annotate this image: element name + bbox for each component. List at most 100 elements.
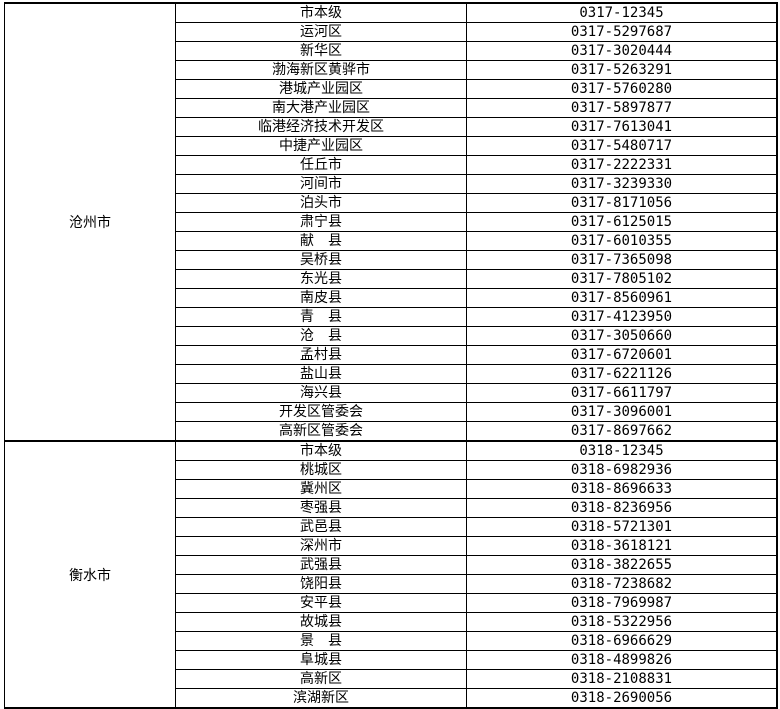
phone-cell[interactable]: 0317-3050660: [570, 328, 673, 344]
district-cell[interactable]: 武强县: [176, 556, 467, 574]
table-row: 滨湖新区 0318-2690056: [176, 689, 776, 707]
city-cell[interactable]: 沧州市: [5, 4, 176, 440]
phone-cell[interactable]: 0318-12345: [579, 443, 664, 459]
table-row: 渤海新区黄骅市 0317-5263291: [176, 61, 776, 80]
table-row: 开发区管委会 0317-3096001: [176, 403, 776, 422]
table-row: 枣强县 0318-8236956: [176, 499, 776, 518]
district-cell[interactable]: 市本级: [176, 442, 467, 460]
district-cell[interactable]: 肃宁县: [176, 213, 467, 231]
phone-cell[interactable]: 0318-2108831: [570, 671, 673, 687]
district-cell[interactable]: 河间市: [176, 175, 467, 193]
district-cell[interactable]: 临港经济技术开发区: [176, 118, 467, 136]
district-cell[interactable]: 吴桥县: [176, 251, 467, 269]
district-cell[interactable]: 沧 县: [176, 327, 467, 345]
phone-cell[interactable]: 0318-3618121: [570, 538, 673, 554]
phone-cell[interactable]: 0317-7805102: [570, 271, 673, 287]
district-cell[interactable]: 盐山县: [176, 365, 467, 383]
district-cell[interactable]: 市本级: [176, 4, 467, 22]
phone-cell[interactable]: 0317-2222331: [570, 157, 673, 173]
table-row: 故城县 0318-5322956: [176, 613, 776, 632]
table-row: 港城产业园区 0317-5760280: [176, 80, 776, 99]
phone-cell[interactable]: 0318-7238682: [570, 576, 673, 592]
district-cell[interactable]: 深州市: [176, 537, 467, 555]
phone-cell[interactable]: 0317-6221126: [570, 366, 673, 382]
district-cell[interactable]: 高新区管委会: [176, 422, 467, 440]
district-cell[interactable]: 泊头市: [176, 194, 467, 212]
district-cell[interactable]: 饶阳县: [176, 575, 467, 593]
phone-cell[interactable]: 0318-5322956: [570, 614, 673, 630]
phone-cell[interactable]: 0318-6982936: [570, 462, 673, 478]
table-row: 安平县 0318-7969987: [176, 594, 776, 613]
district-cell[interactable]: 南大港产业园区: [176, 99, 467, 117]
table-row: 南大港产业园区 0317-5897877: [176, 99, 776, 118]
table-row: 泊头市 0317-8171056: [176, 194, 776, 213]
district-cell[interactable]: 高新区: [176, 670, 467, 688]
phone-cell[interactable]: 0317-7365098: [570, 252, 673, 268]
district-cell[interactable]: 新华区: [176, 42, 467, 60]
table-row: 河间市 0317-3239330: [176, 175, 776, 194]
phone-cell[interactable]: 0318-3822655: [570, 557, 673, 573]
district-cell[interactable]: 桃城区: [176, 461, 467, 479]
district-cell[interactable]: 阜城县: [176, 651, 467, 669]
phone-cell[interactable]: 0317-5297687: [570, 24, 673, 40]
phone-cell[interactable]: 0318-5721301: [570, 519, 673, 535]
phone-cell[interactable]: 0317-8171056: [570, 195, 673, 211]
district-cell[interactable]: 南皮县: [176, 289, 467, 307]
city-cell[interactable]: 衡水市: [5, 442, 176, 707]
phone-cell[interactable]: 0317-6720601: [570, 347, 673, 363]
district-cell[interactable]: 渤海新区黄骅市: [176, 61, 467, 79]
phone-cell[interactable]: 0317-3020444: [570, 43, 673, 59]
table-row: 景 县 0318-6966629: [176, 632, 776, 651]
phone-cell[interactable]: 0318-7969987: [570, 595, 673, 611]
phone-cell[interactable]: 0317-8697662: [570, 423, 673, 439]
phone-cell[interactable]: 0317-3239330: [570, 176, 673, 192]
district-cell[interactable]: 中捷产业园区: [176, 137, 467, 155]
phone-cell[interactable]: 0317-5760280: [570, 81, 673, 97]
table-row: 市本级 0318-12345: [176, 442, 776, 461]
phone-cell[interactable]: 0317-8560961: [570, 290, 673, 306]
district-cell[interactable]: 献 县: [176, 232, 467, 250]
phone-cell[interactable]: 0318-2690056: [570, 690, 673, 706]
phone-cell[interactable]: 0317-3096001: [570, 404, 673, 420]
phone-cell[interactable]: 0317-12345: [579, 5, 664, 21]
table-row: 青 县 0317-4123950: [176, 308, 776, 327]
district-cell[interactable]: 开发区管委会: [176, 403, 467, 421]
district-cell[interactable]: 东光县: [176, 270, 467, 288]
district-cell[interactable]: 孟村县: [176, 346, 467, 364]
phone-cell[interactable]: 0317-4123950: [570, 309, 673, 325]
phone-cell[interactable]: 0318-8696633: [570, 481, 673, 497]
table-row: 盐山县 0317-6221126: [176, 365, 776, 384]
phone-cell[interactable]: 0318-6966629: [570, 633, 673, 649]
district-cell[interactable]: 冀州区: [176, 480, 467, 498]
table-row: 阜城县 0318-4899826: [176, 651, 776, 670]
phone-cell[interactable]: 0317-5480717: [570, 138, 673, 154]
district-cell[interactable]: 故城县: [176, 613, 467, 631]
district-cell[interactable]: 景 县: [176, 632, 467, 650]
phone-cell[interactable]: 0317-5897877: [570, 100, 673, 116]
table-row: 肃宁县 0317-6125015: [176, 213, 776, 232]
district-cell[interactable]: 任丘市: [176, 156, 467, 174]
phone-cell[interactable]: 0317-5263291: [570, 62, 673, 78]
district-cell[interactable]: 武邑县: [176, 518, 467, 536]
district-cell[interactable]: 运河区: [176, 23, 467, 41]
table-row: 运河区 0317-5297687: [176, 23, 776, 42]
district-cell[interactable]: 滨湖新区: [176, 689, 467, 707]
phone-cell[interactable]: 0318-4899826: [570, 652, 673, 668]
city-group: 沧州市 市本级 0317-12345 运河区 0317-5297687 新华区 0317-3…: [4, 2, 778, 440]
district-cell[interactable]: 枣强县: [176, 499, 467, 517]
district-cell[interactable]: 青 县: [176, 308, 467, 326]
table-row: 深州市 0318-3618121: [176, 537, 776, 556]
city-group: 衡水市 市本级 0318-12345 桃城区 0318-6982936 冀州区 0318-8…: [4, 440, 778, 709]
phone-cell[interactable]: 0317-7613041: [570, 119, 673, 135]
phone-cell[interactable]: 0317-6010355: [570, 233, 673, 249]
phone-cell[interactable]: 0317-6125015: [570, 214, 673, 230]
table-row: 临港经济技术开发区 0317-7613041: [176, 118, 776, 137]
table-row: 海兴县 0317-6611797: [176, 384, 776, 403]
district-cell[interactable]: 安平县: [176, 594, 467, 612]
table-row: 中捷产业园区 0317-5480717: [176, 137, 776, 156]
table-row: 孟村县 0317-6720601: [176, 346, 776, 365]
phone-cell[interactable]: 0318-8236956: [570, 500, 673, 516]
phone-cell[interactable]: 0317-6611797: [570, 385, 673, 401]
district-cell[interactable]: 海兴县: [176, 384, 467, 402]
district-cell[interactable]: 港城产业园区: [176, 80, 467, 98]
